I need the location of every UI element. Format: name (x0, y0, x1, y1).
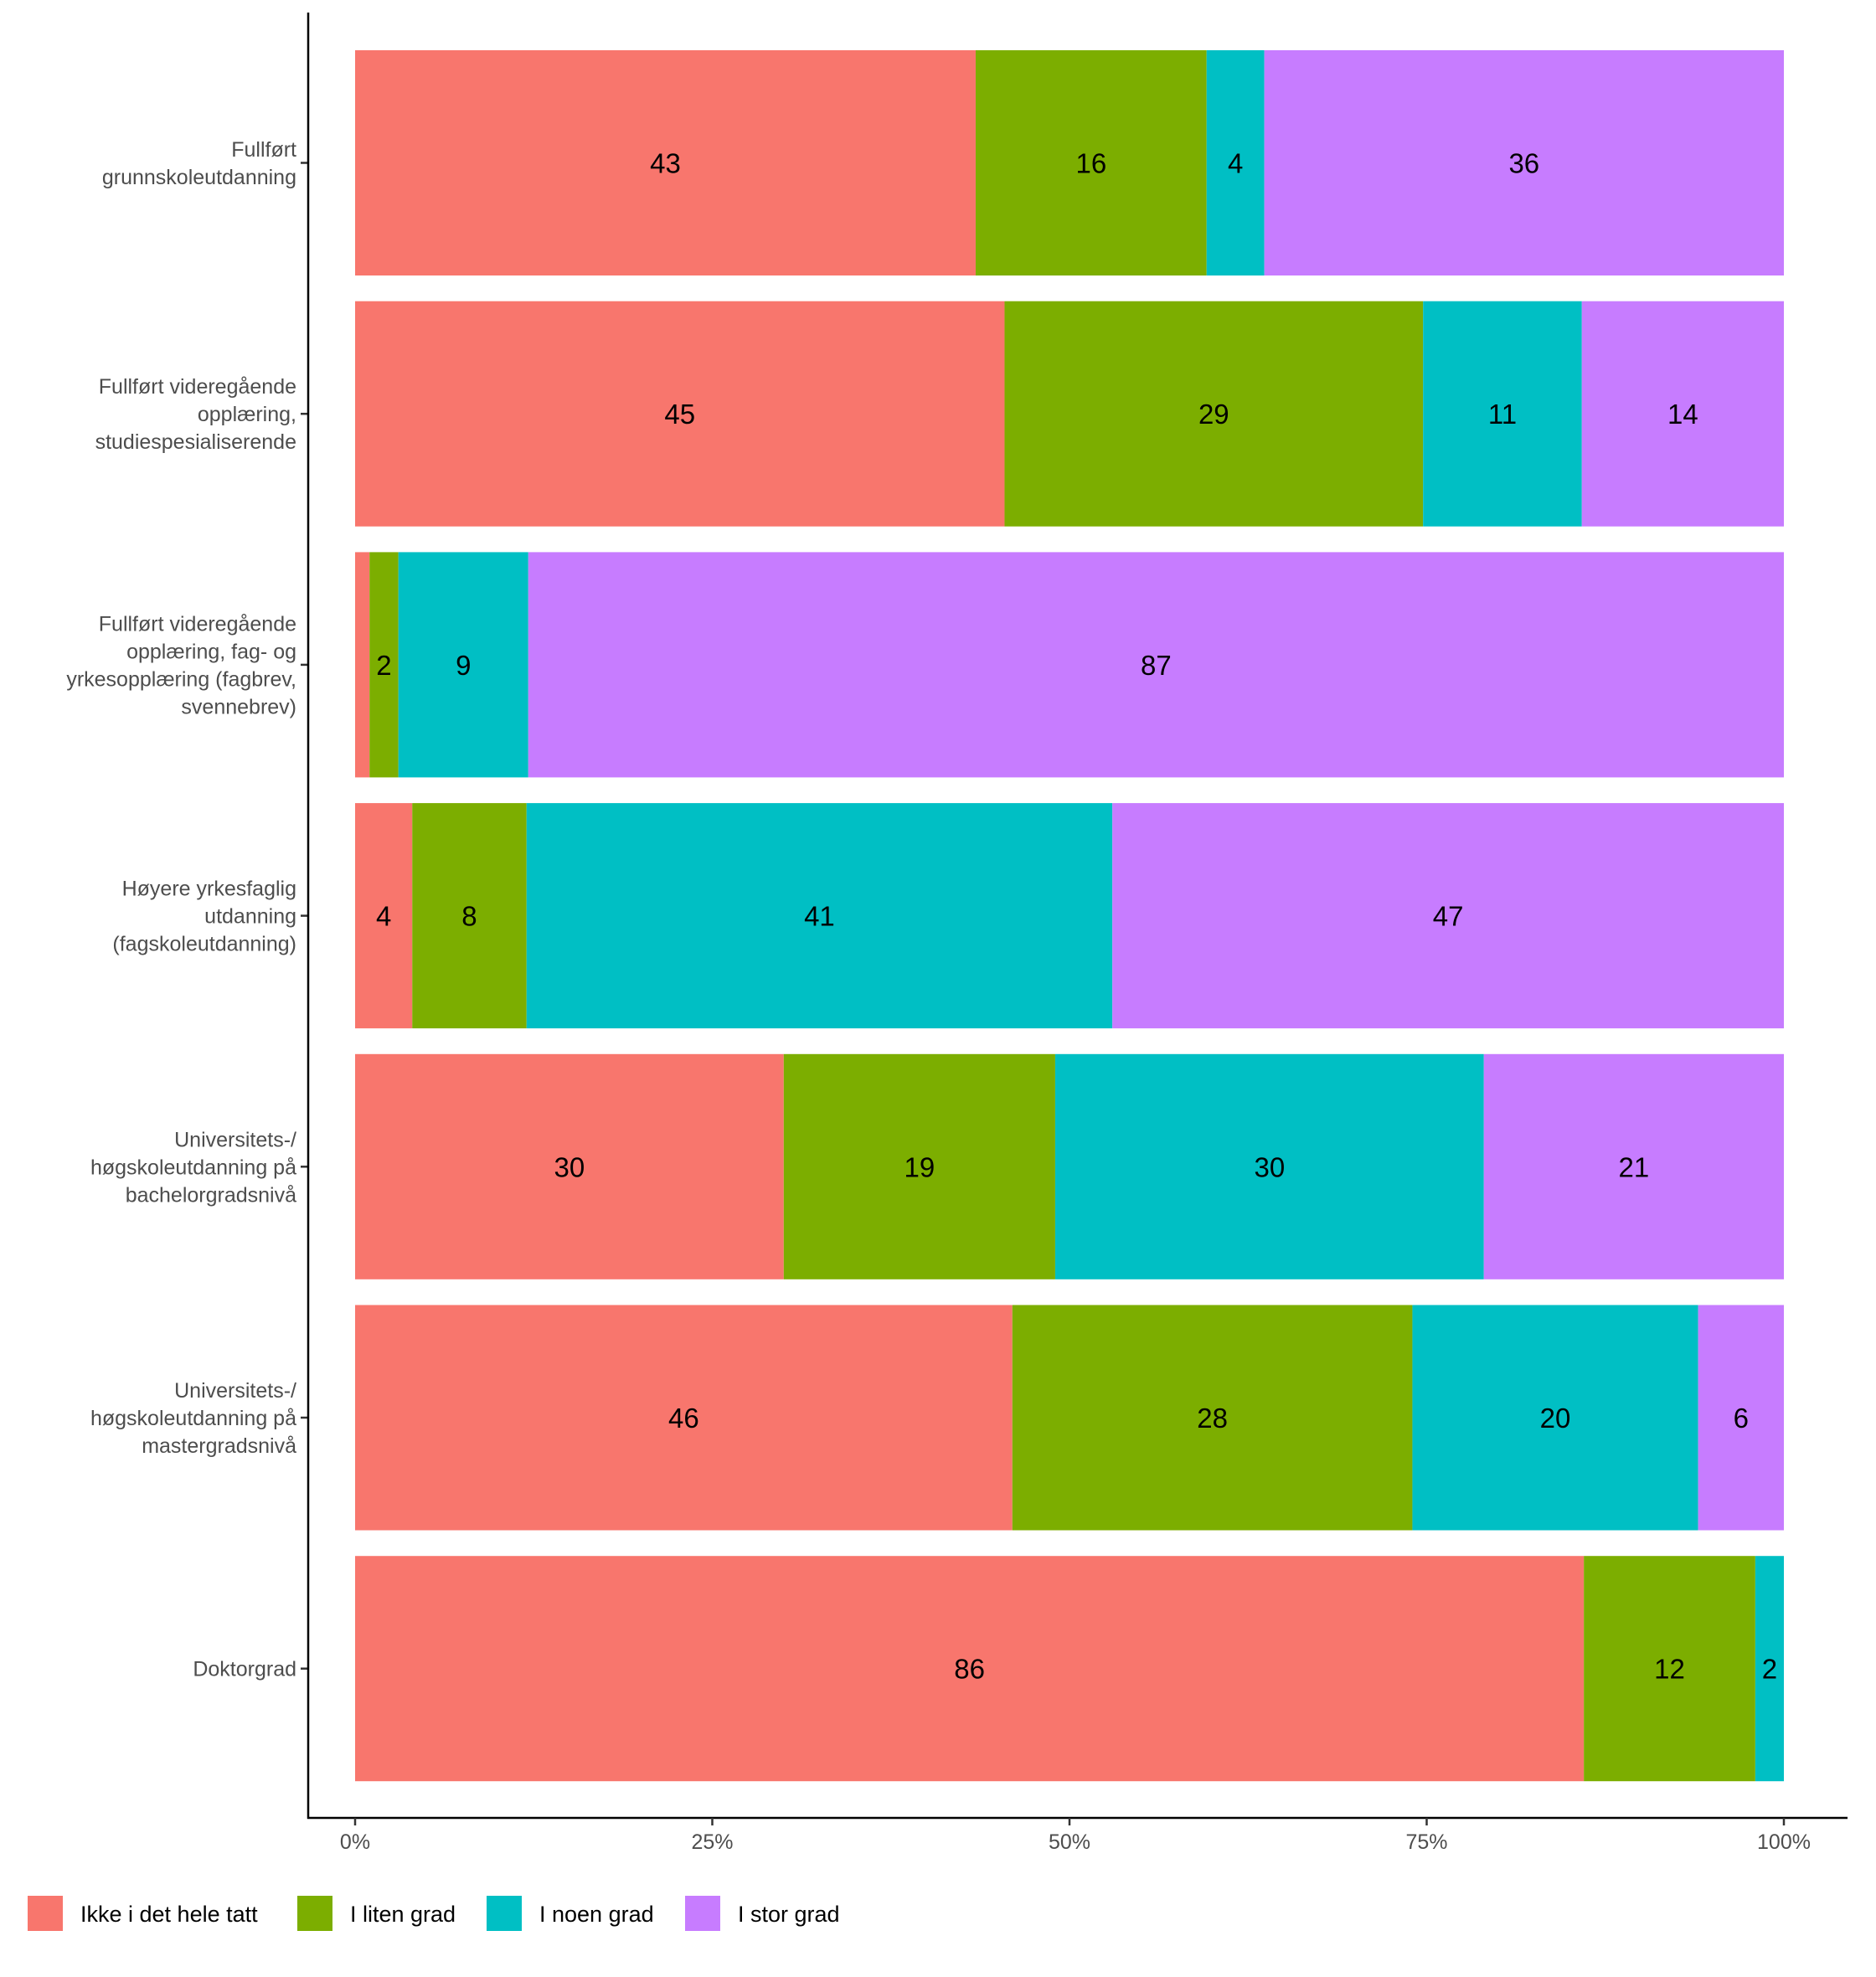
bar-segment (1755, 1556, 1784, 1782)
legend-label: I stor grad (738, 1902, 840, 1927)
y-tick-label: Fullført (231, 138, 296, 162)
data-label: 43 (650, 148, 681, 179)
bar-segment (1012, 1305, 1413, 1531)
x-axis-ticks: 0% 25% 50% 75% 100% (340, 1818, 1811, 1854)
y-tick-label: svennebrev) (181, 695, 296, 718)
y-tick-label: opplæring, fag- og (126, 640, 296, 663)
data-label: 4 (1228, 148, 1243, 179)
data-label: 8 (461, 901, 477, 932)
bar-segment (1054, 1053, 1484, 1279)
data-label: 30 (1254, 1151, 1285, 1182)
legend-swatch (28, 1896, 63, 1931)
y-tick-label: Universitets-/ (174, 1379, 296, 1403)
y-tick-label: Universitets-/ (174, 1128, 296, 1151)
y-tick-label: Fullført videregående (99, 375, 296, 399)
bar-segment (355, 552, 370, 778)
bar-segment (369, 552, 399, 778)
legend: Ikke i det hele tatt I liten grad I noen g… (28, 1896, 840, 1931)
y-tick-label: opplæring, (198, 403, 296, 426)
data-label: 19 (904, 1151, 935, 1182)
x-tick-label: 50% (1049, 1830, 1090, 1854)
y-tick-label: Fullført videregående (99, 612, 296, 636)
legend-swatch (487, 1896, 522, 1931)
legend-label: Ikke i det hele tatt (80, 1902, 258, 1927)
bar-segment (355, 1305, 1013, 1531)
legend-label: I liten grad (350, 1902, 456, 1927)
bar-segment (783, 1053, 1055, 1279)
data-label: 14 (1667, 399, 1698, 430)
y-tick-label: mastergradsnivå (142, 1434, 296, 1458)
data-label: 4 (376, 901, 391, 932)
bar-segment (1412, 1305, 1698, 1531)
x-tick-label: 25% (691, 1830, 733, 1854)
data-label: 36 (1508, 148, 1539, 179)
x-tick-label: 100% (1757, 1830, 1811, 1854)
bar-segment (1584, 1556, 1755, 1782)
data-label: 16 (1075, 148, 1106, 179)
y-tick-label: høgskoleutdanning på (90, 1407, 296, 1430)
bar-segment (528, 552, 1785, 778)
data-label: 28 (1197, 1403, 1228, 1434)
bar-segment (355, 803, 413, 1029)
bar-segment (975, 50, 1207, 275)
data-label: 2 (376, 650, 391, 681)
bar-segment (1004, 301, 1424, 527)
bar-segment (1112, 803, 1784, 1029)
bar-segment (1698, 1305, 1784, 1531)
data-label: 11 (1488, 399, 1517, 430)
bar-segment (1483, 1053, 1784, 1279)
data-label: 21 (1619, 1151, 1650, 1182)
legend-label: I noen grad (539, 1902, 654, 1927)
y-tick-label: høgskoleutdanning på (90, 1156, 296, 1179)
data-label: 2 (1762, 1654, 1777, 1685)
y-tick-label: yrkesopplæring (fagbrev, (66, 667, 296, 691)
data-label: 9 (456, 650, 471, 681)
legend-swatch (297, 1896, 332, 1931)
data-label: 20 (1540, 1403, 1571, 1434)
y-tick-label: Høyere yrkesfaglig (122, 878, 296, 901)
data-label: 12 (1654, 1654, 1685, 1685)
bar-segment (355, 301, 1005, 527)
bar-segment (355, 1556, 1585, 1782)
data-label: 46 (668, 1403, 699, 1434)
data-label: 29 (1198, 399, 1229, 430)
bar-segment (1423, 301, 1582, 527)
bar-segment (355, 1053, 784, 1279)
data-label: 6 (1734, 1403, 1749, 1434)
bar-segment (398, 552, 528, 778)
y-tick-label: utdanning (204, 905, 296, 929)
data-label: 47 (1433, 901, 1464, 932)
y-axis-labels: Fullført grunnskoleutdanning Fullført vide… (66, 138, 308, 1681)
data-label: 30 (554, 1151, 585, 1182)
data-label: 41 (804, 901, 835, 932)
y-tick-label: studiespesialiserende (95, 430, 296, 454)
y-tick-label: Doktorgrad (193, 1658, 296, 1681)
x-tick-label: 75% (1405, 1830, 1447, 1854)
x-tick-label: 0% (340, 1830, 370, 1854)
data-label: 87 (1141, 650, 1172, 681)
y-tick-label: bachelorgradsnivå (126, 1183, 296, 1207)
bar-segment (1264, 50, 1784, 275)
y-tick-label: grunnskoleutdanning (102, 166, 296, 189)
bar-segment (1206, 50, 1265, 275)
bar-segment (412, 803, 527, 1029)
bar-segment (526, 803, 1113, 1029)
y-tick-label: (fagskoleutdanning) (112, 933, 296, 956)
bar-segment (355, 50, 976, 275)
data-label: 45 (664, 399, 695, 430)
bar-segment (1581, 301, 1784, 527)
data-label: 86 (954, 1654, 985, 1685)
legend-swatch (685, 1896, 720, 1931)
